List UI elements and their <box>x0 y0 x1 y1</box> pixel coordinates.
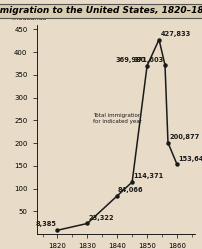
Text: 114,371: 114,371 <box>132 173 162 179</box>
Text: 8,385: 8,385 <box>36 221 56 227</box>
Text: Total immigration
for indicated year: Total immigration for indicated year <box>93 113 142 124</box>
Text: 369,980: 369,980 <box>115 57 145 63</box>
Text: 23,322: 23,322 <box>88 215 113 221</box>
Text: 371,603: 371,603 <box>133 57 163 63</box>
Text: 427,833: 427,833 <box>160 31 190 37</box>
Text: Thousands: Thousands <box>11 15 47 21</box>
Text: 84,066: 84,066 <box>118 187 143 193</box>
Text: Immigration to the United States, 1820–1860: Immigration to the United States, 1820–1… <box>0 6 202 15</box>
Text: 200,877: 200,877 <box>169 134 199 140</box>
Text: 153,640: 153,640 <box>178 156 202 162</box>
